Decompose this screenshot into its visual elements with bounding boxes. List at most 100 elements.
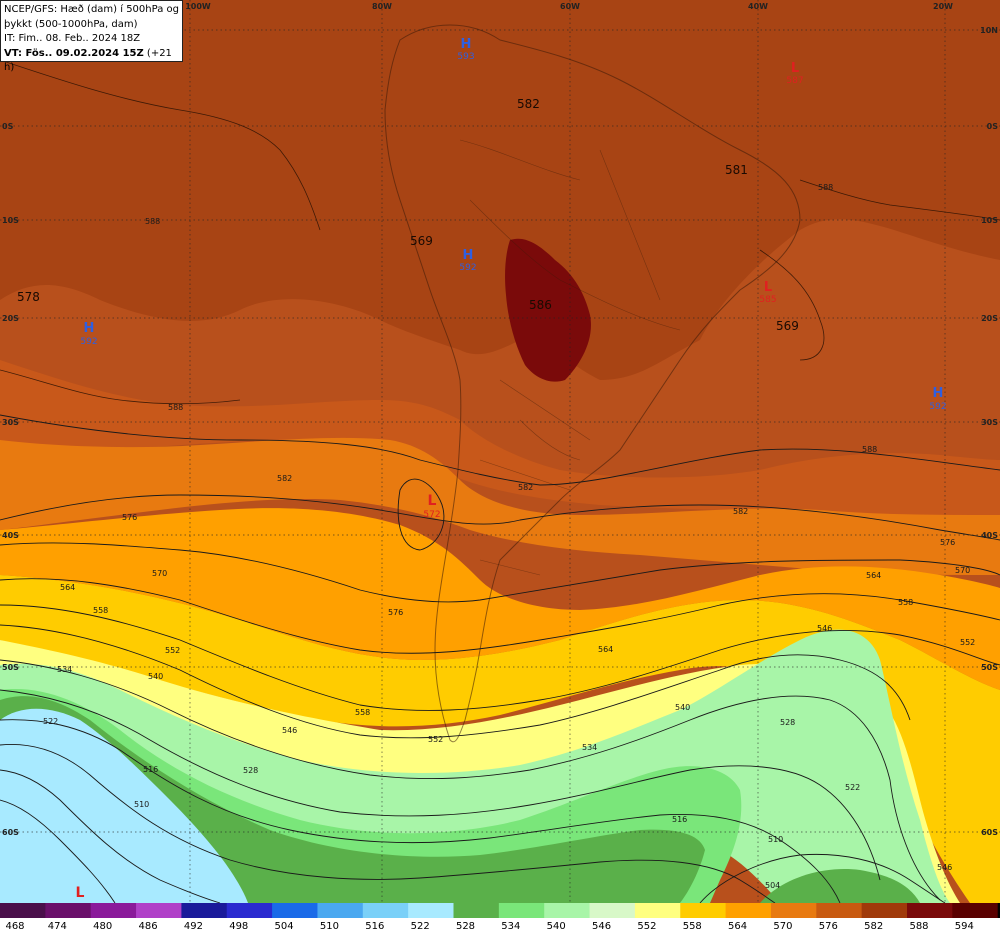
pressure-letter: L [76,885,85,901]
contour-label: 546 [937,863,952,872]
graticule [0,0,1000,903]
contour-label: 552 [960,638,975,647]
contour-label: 582 [277,474,292,483]
contour-label: 570 [152,569,167,578]
contour-label: 582 [733,507,748,516]
legend-label: 534 [501,921,521,932]
thickness-label: 569 [776,319,799,333]
pressure-center-4: H 592 [80,321,97,347]
field-558 [0,575,1000,903]
pressure-value: 592 [80,337,97,347]
contour-label: 534 [57,665,72,674]
lon-label: 60W [560,2,580,11]
thickness-label: 586 [529,298,552,312]
legend-swatch [226,903,273,918]
field-586-hotspot [505,238,591,382]
contour-label: 516 [143,765,158,774]
contour-label: 588 [818,183,833,192]
pressure-center-3: H 592 [459,248,476,273]
lat-label: 40S [981,531,998,540]
legend-label: 516 [365,921,385,932]
thickness-label: 582 [517,97,540,111]
south-america-outline [384,24,801,743]
legend-swatch [453,903,500,918]
legend-label: 522 [410,921,430,932]
lat-label: 20S [2,314,19,323]
contour-label: 504 [765,881,780,890]
legend-label: 528 [455,921,476,932]
pressure-value: 585 [759,295,776,305]
height-contours [0,414,1000,904]
contour-label: 564 [60,583,75,592]
legend-swatch [634,903,681,918]
lat-label: 10N [980,26,998,35]
legend-label: 510 [319,921,339,932]
pressure-center-5: L 585 [759,280,776,305]
legend-label: 576 [818,921,838,932]
legend-swatch [0,903,46,918]
pressure-center-2: L 587 [786,61,803,86]
legend-label: 474 [47,921,67,932]
contour-label: 540 [675,703,690,712]
legend-swatch [544,903,591,918]
contour-label: 576 [940,538,955,547]
pressure-letter: L [428,493,437,509]
pressure-value: 592 [929,402,946,412]
pressure-letter: L [764,280,772,295]
contour-label: 522 [845,783,860,792]
legend-colorbar [0,903,1000,918]
legend-swatch [680,903,727,918]
longitude-labels: 100W 80W 60W 40W 20W [185,2,953,11]
contour-label: 546 [817,624,832,633]
pressure-value: 592 [459,263,476,273]
lat-label: 20S [981,314,998,323]
contour-label: 576 [122,513,137,522]
info-title: NCEP/GFS: Hæð (dam) í 500hPa og [4,4,179,15]
info-init-time: IT: Fim.. 08. Feb.. 2024 18Z [4,33,141,44]
legend-label: 594 [954,921,974,932]
contour-label: 558 [898,598,913,607]
thickness-label: 578 [17,290,40,304]
legend-label: 570 [773,921,793,932]
pressure-center-6: H 592 [929,386,946,412]
legend-label: 546 [592,921,612,932]
contour-label: 564 [866,571,881,580]
info-box: NCEP/GFS: Hæð (dam) í 500hPa og þykkt (5… [0,0,183,73]
lat-label: 50S [981,663,998,672]
contour-label: 540 [148,672,163,681]
lat-label: 10S [2,216,19,225]
legend-swatch [907,903,953,918]
contour-label: 576 [388,608,403,617]
field-570 [0,437,1000,575]
contour-label: 546 [282,726,297,735]
pressure-letter: H [463,248,474,263]
legend-label: 492 [183,921,203,932]
pressure-value: 572 [423,510,440,520]
color-legend: 468 474 480 486 492 498 504 510 516 522 528 534 540 5… [0,903,1000,934]
valid-time-bold: VT: Fös.. 09.02.2024 15Z [4,47,144,59]
contour-label: 510 [134,800,149,809]
pressure-letter: H [84,321,95,336]
legend-swatch [498,903,545,918]
contour-label: 552 [165,646,180,655]
contour-label: 528 [780,718,795,727]
latitude-labels-right: 10N 0S 10S 20S 30S 40S 50S 60S [980,26,998,837]
legend-label: 504 [274,921,294,932]
thickness-label: 581 [725,163,748,177]
legend-label: 468 [5,921,25,932]
field-576 [0,360,1000,520]
contour-label: 558 [93,606,108,615]
contour-labels: 588 588 588 588 582 582 582 576 576 576 … [43,183,975,890]
legend-swatch [181,903,228,918]
legend-labels: 468 474 480 486 492 498 504 510 516 522 528 534 540 5… [0,919,1000,934]
legend-label: 564 [728,921,748,932]
contour-label: 558 [355,708,370,717]
lat-label: 50S [2,663,19,672]
pressure-center-1: H 593 [457,37,474,62]
lon-label: 80W [372,2,392,11]
lon-label: 100W [185,2,211,11]
thickness-label: 569 [410,234,433,248]
pressure-center-8: L [76,885,85,901]
legend-swatch [952,903,999,918]
lat-label: 40S [2,531,19,540]
